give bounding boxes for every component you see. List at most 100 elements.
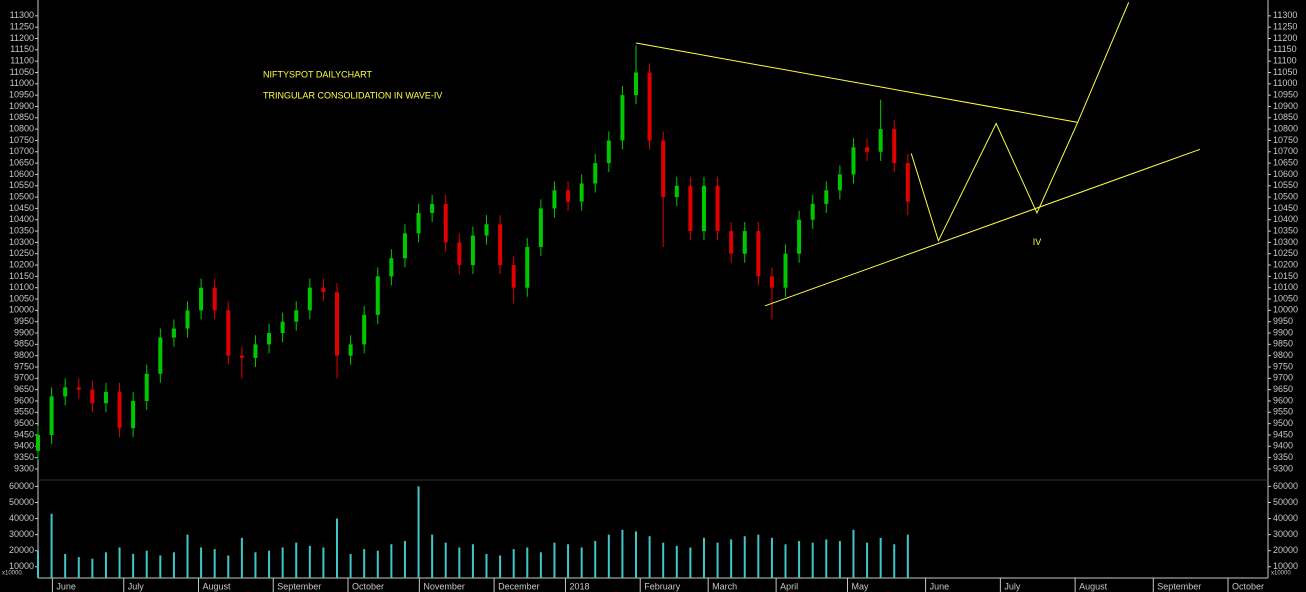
volume-bar (648, 536, 651, 578)
trend-line (764, 148, 1201, 307)
volume-bar (485, 553, 488, 578)
volume-bar (770, 537, 773, 578)
candle-body (199, 287, 204, 311)
volume-bar (200, 547, 203, 578)
candle-body (131, 400, 136, 429)
candle-body (701, 185, 706, 232)
x-tick-label: 2018 (569, 581, 589, 591)
y-tick-label: 10050 (1273, 293, 1298, 303)
y-tick-label: 10400 (9, 214, 34, 224)
candle-body (729, 231, 734, 254)
y-tick-label: 11250 (10, 22, 34, 32)
y-tick-label: 10850 (1273, 112, 1298, 122)
volume-tick-label: 20000 (9, 545, 34, 555)
y-tick-label: 10800 (1273, 124, 1298, 134)
y-tick-label: 9800 (14, 350, 34, 360)
volume-bar (607, 534, 610, 578)
candle-body (49, 396, 54, 435)
wave-label: IV (1033, 237, 1042, 247)
volume-bar (784, 544, 787, 578)
y-tick-label: 10800 (9, 124, 34, 134)
y-tick-label: 9300 (1273, 463, 1293, 473)
x-tick-label: August (1079, 581, 1108, 591)
x-tick-label: July (128, 581, 145, 591)
candle-body (810, 203, 815, 220)
candle-body (212, 287, 217, 311)
volume-bar (104, 552, 107, 578)
volume-bar (213, 549, 216, 578)
volume-bar (431, 534, 434, 578)
volume-bar (512, 549, 515, 578)
candle-body (797, 219, 802, 254)
candle-body (171, 328, 176, 338)
candle-body (63, 387, 68, 397)
candle-body (824, 190, 829, 204)
volume-bar (240, 537, 243, 578)
x-tick-label: October (1232, 581, 1264, 591)
y-tick-label: 10350 (9, 225, 34, 235)
candle-body (742, 231, 747, 254)
volume-bar (295, 542, 298, 578)
candle-body (905, 163, 910, 202)
y-tick-label: 10250 (1273, 248, 1298, 258)
y-tick-label: 9800 (1273, 350, 1293, 360)
volume-bar (594, 541, 597, 578)
volume-bar (159, 555, 162, 578)
volume-bar (879, 537, 882, 578)
volume-bar (702, 537, 705, 578)
y-tick-label: 9950 (14, 316, 34, 326)
y-tick-label: 10650 (9, 157, 34, 167)
volume-bar (363, 549, 366, 578)
volume-bar (539, 552, 542, 578)
chart-subtitle: TRINGULAR CONSOLIDATION IN WAVE-IV (263, 90, 442, 100)
volume-bar (376, 550, 379, 578)
candle-body (688, 185, 693, 232)
y-tick-label: 10650 (1273, 157, 1298, 167)
y-tick-label: 11200 (1273, 33, 1297, 43)
y-tick-label: 10700 (1273, 146, 1298, 156)
y-tick-label: 9850 (1273, 339, 1293, 349)
volume-tick-label: 10000 (1273, 561, 1298, 571)
candle-body (226, 310, 231, 356)
candle-body (892, 129, 897, 164)
candle-body (362, 314, 367, 345)
candle-body (470, 235, 475, 266)
volume-bar (635, 531, 638, 578)
volume-bar (458, 547, 461, 578)
y-tick-label: 10350 (1273, 225, 1298, 235)
candle-body (144, 373, 149, 401)
candle-body (674, 185, 679, 198)
y-tick-label: 9900 (14, 327, 34, 337)
y-tick-label: 9700 (14, 373, 34, 383)
y-tick-label: 9550 (1273, 407, 1293, 417)
y-tick-label: 10150 (9, 271, 34, 281)
volume-bar (825, 539, 828, 578)
y-tick-label: 11000 (1273, 78, 1297, 88)
volume-bar (91, 558, 94, 578)
y-tick-label: 10850 (9, 112, 34, 122)
candle-body (348, 344, 353, 356)
candle-body (267, 333, 272, 345)
candle-body (457, 242, 462, 266)
candle-body (647, 72, 652, 141)
y-tick-label: 10100 (9, 282, 34, 292)
y-tick-label: 11050 (10, 67, 34, 77)
candle-body (511, 265, 516, 288)
volume-bar (268, 550, 271, 578)
candle-body (239, 355, 244, 358)
volume-bar (499, 555, 502, 578)
volume-bar (893, 544, 896, 578)
candle-body (620, 95, 625, 141)
x-tick-label: June (56, 581, 76, 591)
y-tick-label: 11150 (1273, 44, 1297, 54)
candle-body (837, 174, 842, 191)
y-tick-label: 9350 (1273, 452, 1293, 462)
volume-bar (50, 513, 53, 578)
y-tick-label: 10000 (1273, 305, 1298, 315)
y-tick-label: 9400 (14, 441, 34, 451)
candle-body (484, 224, 489, 236)
y-tick-label: 9450 (14, 429, 34, 439)
volume-bar (580, 547, 583, 578)
x-tick-label: September (277, 581, 321, 591)
x-tick-label: November (423, 581, 465, 591)
